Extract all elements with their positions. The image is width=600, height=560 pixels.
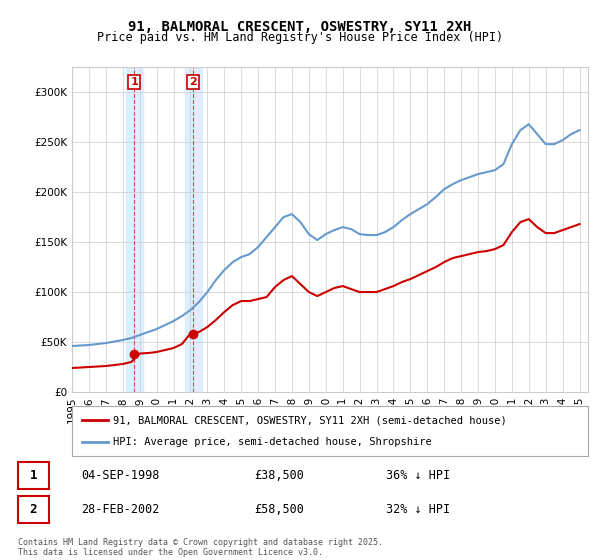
Text: Contains HM Land Registry data © Crown copyright and database right 2025.
This d: Contains HM Land Registry data © Crown c… xyxy=(18,538,383,557)
FancyBboxPatch shape xyxy=(18,496,49,523)
Text: 04-SEP-1998: 04-SEP-1998 xyxy=(81,469,160,482)
Text: 32% ↓ HPI: 32% ↓ HPI xyxy=(386,503,451,516)
Text: 91, BALMORAL CRESCENT, OSWESTRY, SY11 2XH (semi-detached house): 91, BALMORAL CRESCENT, OSWESTRY, SY11 2X… xyxy=(113,415,507,425)
Text: 36% ↓ HPI: 36% ↓ HPI xyxy=(386,469,451,482)
Text: 91, BALMORAL CRESCENT, OSWESTRY, SY11 2XH: 91, BALMORAL CRESCENT, OSWESTRY, SY11 2X… xyxy=(128,20,472,34)
Text: Price paid vs. HM Land Registry's House Price Index (HPI): Price paid vs. HM Land Registry's House … xyxy=(97,31,503,44)
Text: HPI: Average price, semi-detached house, Shropshire: HPI: Average price, semi-detached house,… xyxy=(113,437,432,447)
Text: £58,500: £58,500 xyxy=(254,503,304,516)
Bar xyxy=(185,67,202,392)
Text: 1: 1 xyxy=(29,469,37,482)
Bar xyxy=(125,67,143,392)
Text: 2: 2 xyxy=(189,77,197,87)
Text: 28-FEB-2002: 28-FEB-2002 xyxy=(81,503,160,516)
Text: 1: 1 xyxy=(130,77,138,87)
Text: 2: 2 xyxy=(29,503,37,516)
Text: £38,500: £38,500 xyxy=(254,469,304,482)
FancyBboxPatch shape xyxy=(18,462,49,489)
